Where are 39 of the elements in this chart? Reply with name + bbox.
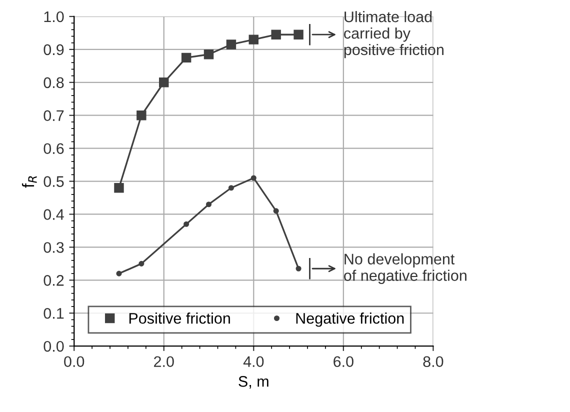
- x-tick-label: 6.0: [334, 356, 354, 368]
- y-tick-label: 0.6: [44, 143, 64, 154]
- legend-label: Positive friction: [129, 312, 230, 324]
- x-tick-label: 2.0: [154, 356, 174, 368]
- y-tick-label: 0.0: [44, 340, 64, 352]
- y-axis-title: f$_{R}$: [22, 176, 37, 188]
- legend-label: Negative friction: [296, 312, 404, 327]
- point: [204, 50, 214, 60]
- point: [116, 270, 122, 276]
- point: [296, 266, 302, 272]
- y-tick-label: 0.2: [44, 275, 64, 286]
- annotation: No development of negative friction: [344, 253, 466, 284]
- point: [138, 260, 144, 266]
- x-tick-label: 0.0: [64, 356, 84, 368]
- point: [181, 52, 192, 63]
- point: [226, 40, 236, 50]
- point: [294, 30, 304, 40]
- point: [159, 78, 169, 88]
- point: [248, 34, 259, 44]
- point: [228, 185, 234, 191]
- point: [273, 208, 279, 214]
- annotation: Ultimate load carried by positive friction: [344, 11, 444, 58]
- point: [114, 183, 124, 193]
- y-tick-label: 0.5: [44, 176, 64, 187]
- point: [271, 30, 281, 40]
- point: [136, 110, 146, 120]
- x-axis-title: S, m: [238, 376, 268, 389]
- y-tick-label: 0.3: [44, 242, 64, 253]
- point: [206, 202, 212, 208]
- x-tick-label: 8.0: [423, 356, 444, 368]
- y-tick-label: 0.9: [44, 44, 64, 56]
- y-tick-label: 0.8: [44, 77, 64, 88]
- y-tick-label: 0.7: [44, 110, 64, 122]
- y-tick-label: 0.4: [44, 209, 64, 220]
- y-tick-label: 0.1: [44, 308, 64, 319]
- y-tick-label: 1.0: [44, 11, 64, 22]
- point: [250, 175, 256, 181]
- point: [184, 221, 190, 227]
- x-tick-label: 4.0: [243, 356, 264, 368]
